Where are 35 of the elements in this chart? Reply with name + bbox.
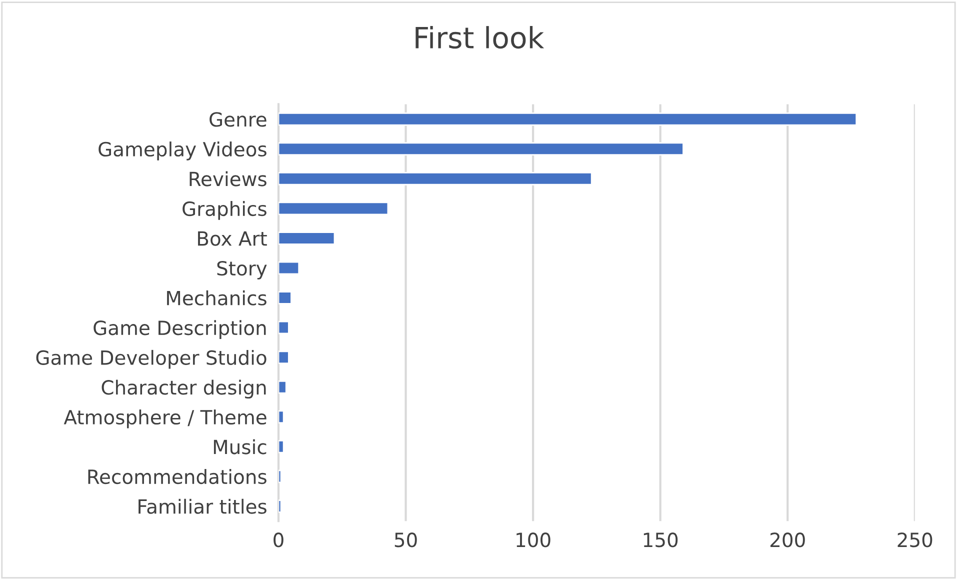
bar xyxy=(278,440,284,454)
bar xyxy=(278,112,858,126)
y-tick-label: Character design xyxy=(102,380,266,399)
y-tick-label: Atmosphere / Theme xyxy=(64,409,266,428)
y-tick-label: Game Description xyxy=(94,320,266,339)
bar xyxy=(278,172,592,186)
y-tick-label: Mechanics xyxy=(167,290,266,306)
x-tick-label: 200 xyxy=(770,532,805,548)
y-tick-label: Familiar titles xyxy=(138,498,266,514)
y-tick-label: Gameplay Videos xyxy=(98,142,266,160)
y-tick-label: Story xyxy=(217,260,267,280)
y-tick-label: Recommendations xyxy=(88,469,266,484)
x-tick-label: 150 xyxy=(644,532,678,548)
x-tick-label: 100 xyxy=(516,532,550,548)
x-tick-label: 50 xyxy=(394,532,417,548)
bar xyxy=(278,320,290,334)
x-tick-label: 250 xyxy=(898,532,932,548)
y-tick-label: Music xyxy=(214,439,266,454)
y-tick-label: Reviews xyxy=(190,171,266,186)
y-tick-label: Game Developer Studio xyxy=(36,350,266,369)
bar xyxy=(278,470,282,484)
bar xyxy=(278,500,282,513)
bar xyxy=(278,142,684,156)
bar xyxy=(278,232,336,245)
bar xyxy=(278,380,287,394)
bar xyxy=(278,410,284,424)
bar xyxy=(278,202,389,216)
x-tick-label: 0 xyxy=(274,532,284,548)
y-tick-label: Graphics xyxy=(182,201,266,220)
y-tick-label: Box Art xyxy=(198,231,267,246)
bar xyxy=(278,261,300,275)
y-tick-label: Genre xyxy=(210,112,266,127)
bar xyxy=(278,350,290,364)
bar xyxy=(278,291,292,304)
chart-title: First look xyxy=(416,26,544,49)
